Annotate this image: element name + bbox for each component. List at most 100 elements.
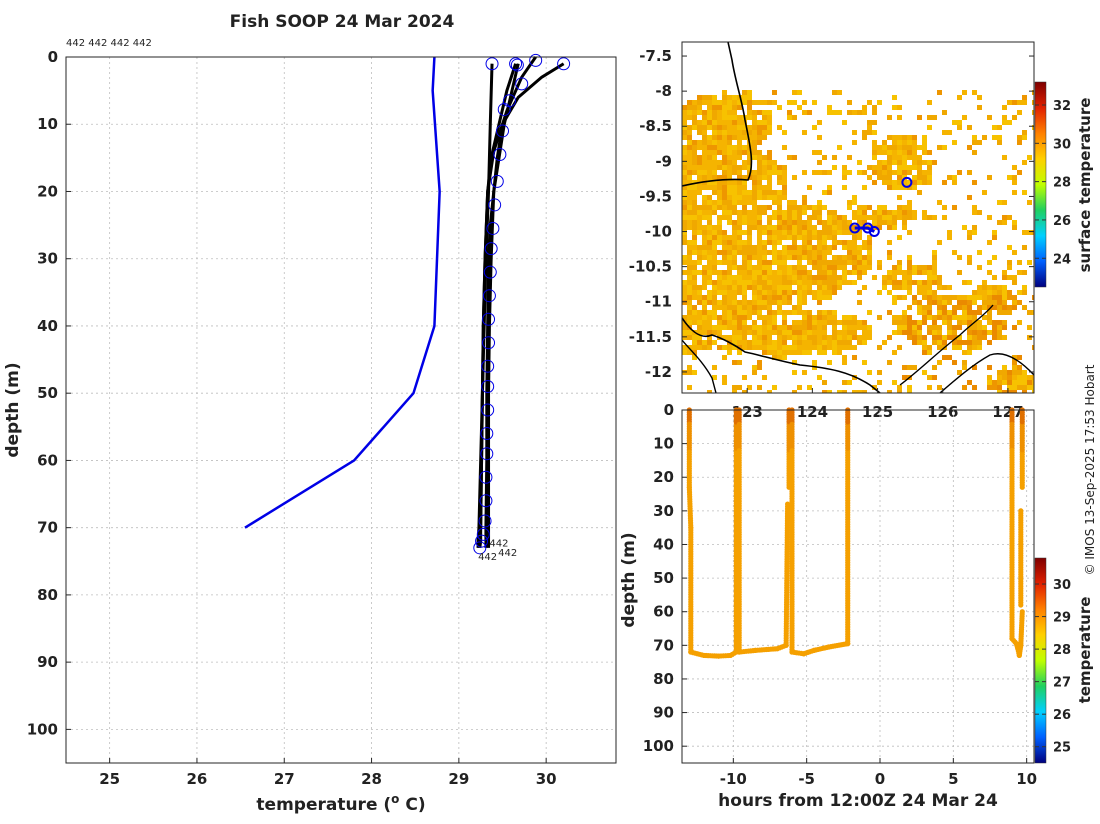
sst-cell <box>982 190 987 195</box>
sst-cell <box>922 210 927 215</box>
sst-cell <box>857 275 862 280</box>
sst-cell <box>722 270 727 275</box>
sst-cell <box>897 115 902 120</box>
sst-cell <box>722 255 727 260</box>
sst-cell <box>932 265 937 270</box>
sst-cell <box>807 245 812 250</box>
sst-cell <box>712 300 717 305</box>
sst-cell <box>837 240 842 245</box>
sst-cell <box>962 360 967 365</box>
sst-cell <box>912 175 917 180</box>
depth-time-y-tick-label: 0 <box>664 401 674 419</box>
sst-cell <box>717 145 722 150</box>
sst-cell <box>712 125 717 130</box>
sst-cell <box>822 260 827 265</box>
sst-cell <box>722 280 727 285</box>
sst-cell <box>777 105 782 110</box>
sst-cell <box>1012 375 1017 380</box>
sst-cell <box>917 180 922 185</box>
sst-cell <box>722 165 727 170</box>
sst-cell <box>857 265 862 270</box>
sst-cell <box>777 310 782 315</box>
sst-cell <box>797 235 802 240</box>
sst-cell <box>907 185 912 190</box>
sst-cell <box>732 150 737 155</box>
sst-cell <box>952 315 957 320</box>
sst-cell <box>742 265 747 270</box>
sst-cell <box>907 255 912 260</box>
sst-cell <box>972 210 977 215</box>
sst-cell <box>687 205 692 210</box>
sst-cell <box>1007 370 1012 375</box>
sst-cell <box>822 170 827 175</box>
sst-cell <box>857 215 862 220</box>
sst-cell <box>707 155 712 160</box>
sst-cell <box>962 295 967 300</box>
sst-cell <box>712 295 717 300</box>
sst-cell <box>687 210 692 215</box>
sst-cell <box>802 225 807 230</box>
sst-cell <box>872 150 877 155</box>
sst-cell <box>727 175 732 180</box>
sst-cell <box>817 170 822 175</box>
sst-cell <box>792 390 797 393</box>
sst-cell <box>887 160 892 165</box>
sst-cell <box>752 285 757 290</box>
sst-cell <box>802 100 807 105</box>
sst-cell <box>982 335 987 340</box>
sst-cell <box>767 275 772 280</box>
sst-cell <box>972 385 977 390</box>
sst-cell <box>862 265 867 270</box>
sst-cell <box>827 190 832 195</box>
sst-cell <box>787 245 792 250</box>
sst-cell <box>852 130 857 135</box>
sst-cell <box>1017 320 1022 325</box>
sst-cell <box>752 340 757 345</box>
sst-cell <box>687 115 692 120</box>
sst-cell <box>1022 160 1027 165</box>
sst-cell <box>772 290 777 295</box>
sst-cell <box>702 205 707 210</box>
sst-cell <box>907 315 912 320</box>
sst-cell <box>702 95 707 100</box>
profile-circle-marker <box>497 102 511 116</box>
sst-cell <box>827 225 832 230</box>
sst-cell <box>762 160 767 165</box>
sst-cell <box>862 130 867 135</box>
sst-cell <box>982 135 987 140</box>
sst-cell <box>767 220 772 225</box>
sst-cell <box>757 325 762 330</box>
sst-cell <box>692 290 697 295</box>
sst-cell <box>867 175 872 180</box>
sst-cell <box>742 240 747 245</box>
sst-cell <box>932 300 937 305</box>
sst-cell <box>817 320 822 325</box>
sst-cell <box>1022 370 1027 375</box>
sst-cell <box>817 270 822 275</box>
sst-cell <box>862 185 867 190</box>
sst-cell <box>722 175 727 180</box>
sst-cell <box>757 185 762 190</box>
sst-cell <box>727 130 732 135</box>
profile-circle-marker <box>509 57 523 71</box>
sst-cell <box>682 130 687 135</box>
sst-cell <box>752 220 757 225</box>
sst-cell <box>792 275 797 280</box>
sst-cell <box>957 315 962 320</box>
sst-cell <box>697 215 702 220</box>
sst-cell <box>697 345 702 350</box>
sst-cell <box>977 345 982 350</box>
sst-cell <box>702 310 707 315</box>
sst-cell <box>887 390 892 393</box>
sst-cell <box>987 320 992 325</box>
sst-cell <box>722 185 727 190</box>
sst-cell <box>757 150 762 155</box>
sst-cell <box>907 135 912 140</box>
sst-cell <box>807 230 812 235</box>
sst-cell <box>807 325 812 330</box>
sst-cell <box>827 170 832 175</box>
sst-cell <box>857 220 862 225</box>
sst-cell <box>692 260 697 265</box>
sst-cell <box>817 335 822 340</box>
